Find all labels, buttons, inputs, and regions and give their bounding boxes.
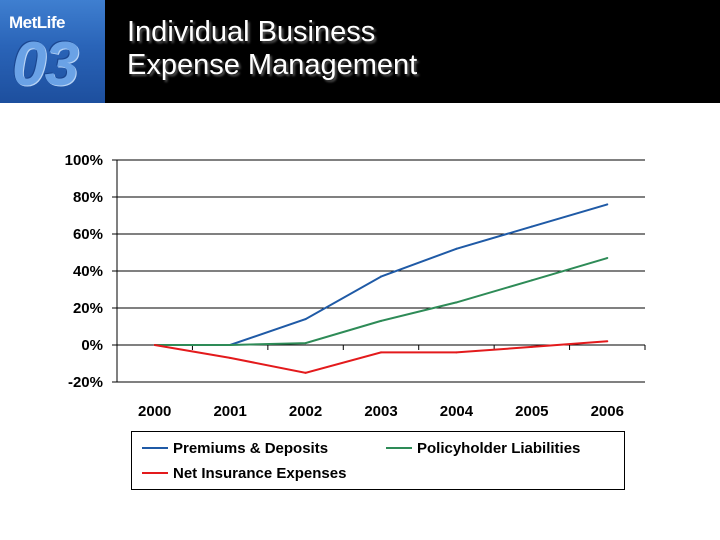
legend-item-expenses: Net Insurance Expenses — [142, 463, 346, 483]
slide-title: Individual Business Expense Management — [127, 16, 417, 82]
data-point — [229, 356, 232, 359]
legend-swatch-liabilities — [386, 447, 412, 449]
data-point — [530, 345, 533, 348]
data-point — [455, 247, 458, 250]
data-point — [606, 257, 609, 260]
data-point — [455, 301, 458, 304]
legend-label-expenses: Net Insurance Expenses — [173, 464, 347, 482]
x-tick-label: 2001 — [213, 403, 246, 420]
logo-number: 03 — [12, 30, 79, 99]
data-point — [153, 344, 156, 346]
data-point — [380, 351, 382, 354]
logo-name: MetLife — [9, 13, 66, 32]
data-point — [530, 225, 533, 228]
x-tick-label: 2005 — [515, 403, 548, 420]
y-tick-label: 60% — [73, 226, 103, 243]
x-tick-label: 2002 — [289, 403, 322, 420]
slide-title-line1: Individual Business — [127, 16, 376, 48]
legend-item-liabilities: Policyholder Liabilities — [386, 438, 580, 458]
metlife-logo: MetLife 03 — [0, 0, 105, 103]
slide-title-line2: Expense Management — [127, 49, 418, 81]
x-tick-label: 2004 — [440, 403, 474, 420]
slide-header: MetLife 03 Individual Business Expense M… — [0, 0, 720, 103]
y-tick-label: -20% — [68, 374, 103, 391]
data-point — [304, 342, 307, 345]
legend-label-liabilities: Policyholder Liabilities — [417, 439, 581, 457]
x-tick-label: 2006 — [591, 403, 624, 420]
data-point — [530, 279, 533, 282]
legend-swatch-expenses — [142, 472, 168, 474]
y-tick-label: 20% — [73, 300, 103, 317]
chart-legend: Premiums & Deposits Policyholder Liabili… — [131, 431, 625, 490]
series-line-1 — [154, 203, 608, 346]
legend-label-premiums: Premiums & Deposits — [173, 439, 329, 457]
legend-item-premiums: Premiums & Deposits — [142, 438, 328, 458]
y-tick-label: 80% — [73, 189, 103, 206]
data-point — [380, 319, 382, 322]
data-point — [304, 318, 307, 321]
data-point — [455, 351, 458, 354]
data-point — [304, 371, 307, 374]
y-tick-label: 100% — [65, 152, 103, 169]
series-line-3 — [154, 340, 608, 374]
legend-swatch-premiums — [142, 447, 168, 449]
y-tick-label: 0% — [81, 337, 103, 354]
x-tick-label: 2003 — [364, 403, 397, 420]
x-tick-label: 2000 — [138, 403, 171, 420]
data-point — [229, 344, 232, 346]
y-tick-label: 40% — [73, 263, 103, 280]
data-point — [380, 275, 382, 278]
data-point — [606, 340, 609, 343]
data-point — [606, 203, 609, 206]
